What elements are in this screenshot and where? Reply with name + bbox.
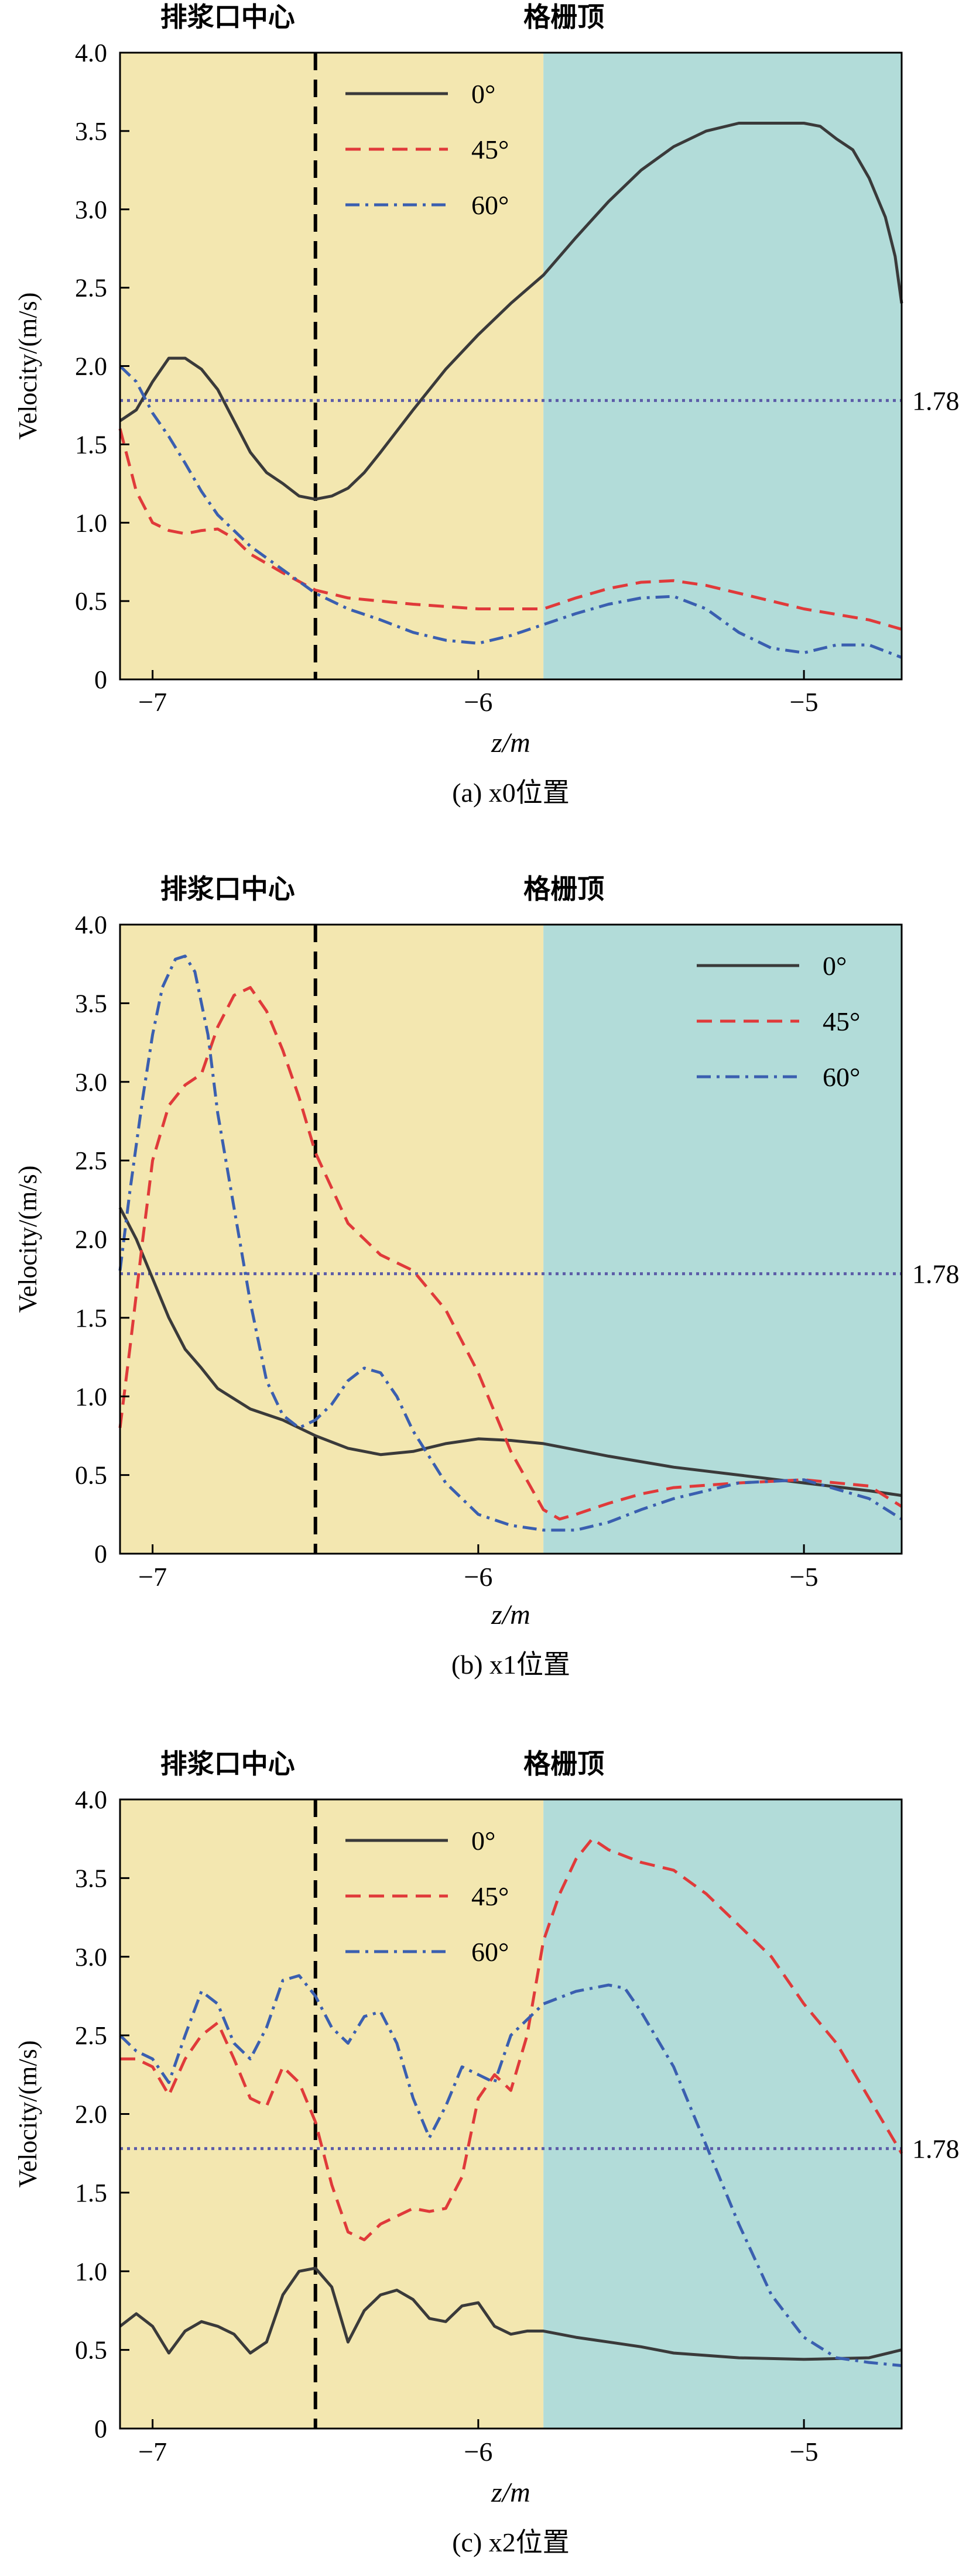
legend: 0° 45° 60°	[345, 1826, 509, 1967]
panel-caption: (b) x1位置	[451, 1650, 570, 1679]
x-tick-label: −7	[138, 687, 167, 717]
x-tick-label: −7	[138, 2437, 167, 2467]
y-tick-label: 3.0	[75, 195, 107, 224]
series-line-2	[120, 1837, 903, 2241]
y-tick-label: 2.5	[75, 274, 107, 303]
x-tick-label: −5	[790, 687, 819, 717]
x-axis-label: z/m	[491, 1599, 530, 1630]
y-tick-label: 0.5	[75, 587, 107, 616]
zone-upstream	[120, 925, 544, 1554]
y-tick-label: 3.5	[75, 1864, 107, 1892]
grid-top-label: 格栅顶	[523, 1748, 604, 1780]
series-line-2	[118, 986, 903, 1521]
chart-panel-3: 0 0.5 1.0 1.5 2.0 2.5 3.0 3.5 4.0 −7 −6 −5 Velocity/…	[13, 1748, 960, 2557]
y-tick-label: 3.5	[75, 989, 107, 1018]
x-axis-label: z/m	[491, 2477, 530, 2508]
series-line-3	[118, 954, 903, 1532]
y-tick-label: 0.5	[75, 1461, 107, 1490]
y-tick-label: 1.0	[75, 1382, 107, 1411]
legend: 0° 45° 60°	[345, 79, 509, 220]
panel-caption: (a) x0位置	[452, 778, 570, 808]
x-tick-label: −6	[464, 2437, 492, 2467]
legend-label-2: 45°	[471, 1881, 509, 1911]
zone-upstream	[120, 1799, 544, 2429]
x-tick-label: −5	[790, 2437, 819, 2467]
series-line-3	[119, 365, 902, 659]
series-line-2	[118, 428, 902, 631]
y-tick-label: 4.0	[75, 39, 107, 67]
legend-label-1: 0°	[823, 951, 847, 981]
y-tick-label: 3.0	[75, 1943, 107, 1972]
panel-caption: (c) x2位置	[452, 2527, 570, 2557]
x-tick-label: −6	[464, 687, 492, 717]
x-axis-label: z/m	[491, 727, 530, 758]
y-tick-label: 2.0	[75, 1225, 107, 1254]
grid-top-label: 格栅顶	[523, 1, 604, 33]
x-tick-label: −5	[790, 1562, 819, 1592]
series-line-1	[118, 1207, 902, 1497]
y-tick-label: 1.5	[75, 1304, 107, 1332]
reference-value-label: 1.78	[912, 386, 960, 415]
zone-upstream	[120, 53, 544, 679]
legend-label-3: 60°	[471, 190, 509, 220]
chart-panel-2: 0 0.5 1.0 1.5 2.0 2.5 3.0 3.5 4.0 −7 −6 −5 Velocity/…	[13, 873, 960, 1679]
legend-label-1: 0°	[471, 1826, 495, 1856]
grid-top-label: 格栅顶	[523, 873, 604, 905]
y-tick-label: 1.0	[75, 2257, 107, 2286]
chart-panel-1: 0 0.5 1.0 1.5 2.0 2.5 3.0 3.5 4.0 −7 −6 −5 Velocity/…	[13, 1, 960, 808]
y-tick-label: 1.5	[75, 2179, 107, 2207]
y-axis-label: Velocity/(m/s)	[13, 293, 42, 440]
x-tick-label: −7	[138, 1562, 167, 1592]
y-axis-label: Velocity/(m/s)	[13, 1166, 42, 1313]
zone-grid	[543, 53, 902, 679]
y-tick-label: 4.0	[75, 911, 107, 939]
reference-value-label: 1.78	[912, 2134, 960, 2164]
y-tick-label: 1.0	[75, 509, 107, 537]
y-tick-label: 1.5	[75, 430, 107, 459]
outlet-center-label: 排浆口中心	[160, 873, 295, 905]
y-tick-label: 0.5	[75, 2336, 107, 2365]
y-tick-label: 0	[94, 665, 107, 694]
y-tick-label: 0	[94, 1540, 107, 1568]
y-tick-label: 3.5	[75, 117, 107, 146]
x-tick-label: −6	[464, 1562, 492, 1592]
outlet-center-label: 排浆口中心	[160, 1, 295, 33]
y-axis-label: Velocity/(m/s)	[13, 2041, 42, 2188]
y-tick-label: 2.0	[75, 2100, 107, 2129]
y-tick-label: 0	[94, 2414, 107, 2443]
y-tick-label: 2.5	[75, 2021, 107, 2050]
legend-label-3: 60°	[471, 1937, 509, 1967]
outlet-center-label: 排浆口中心	[160, 1748, 295, 1780]
legend-label-2: 45°	[823, 1007, 860, 1036]
legend-label-3: 60°	[823, 1062, 860, 1092]
series-line-1	[119, 122, 903, 501]
series-line-3	[119, 1974, 902, 2367]
y-tick-label: 3.0	[75, 1068, 107, 1097]
series-line-1	[119, 2266, 902, 2361]
reference-value-label: 1.78	[912, 1259, 960, 1289]
zone-grid	[543, 1799, 902, 2429]
zone-grid	[543, 925, 902, 1554]
legend: 0° 45° 60°	[697, 951, 860, 1092]
legend-label-1: 0°	[471, 79, 495, 109]
y-tick-label: 2.0	[75, 352, 107, 381]
y-tick-label: 4.0	[75, 1785, 107, 1814]
y-tick-label: 2.5	[75, 1146, 107, 1175]
legend-label-2: 45°	[471, 135, 509, 164]
